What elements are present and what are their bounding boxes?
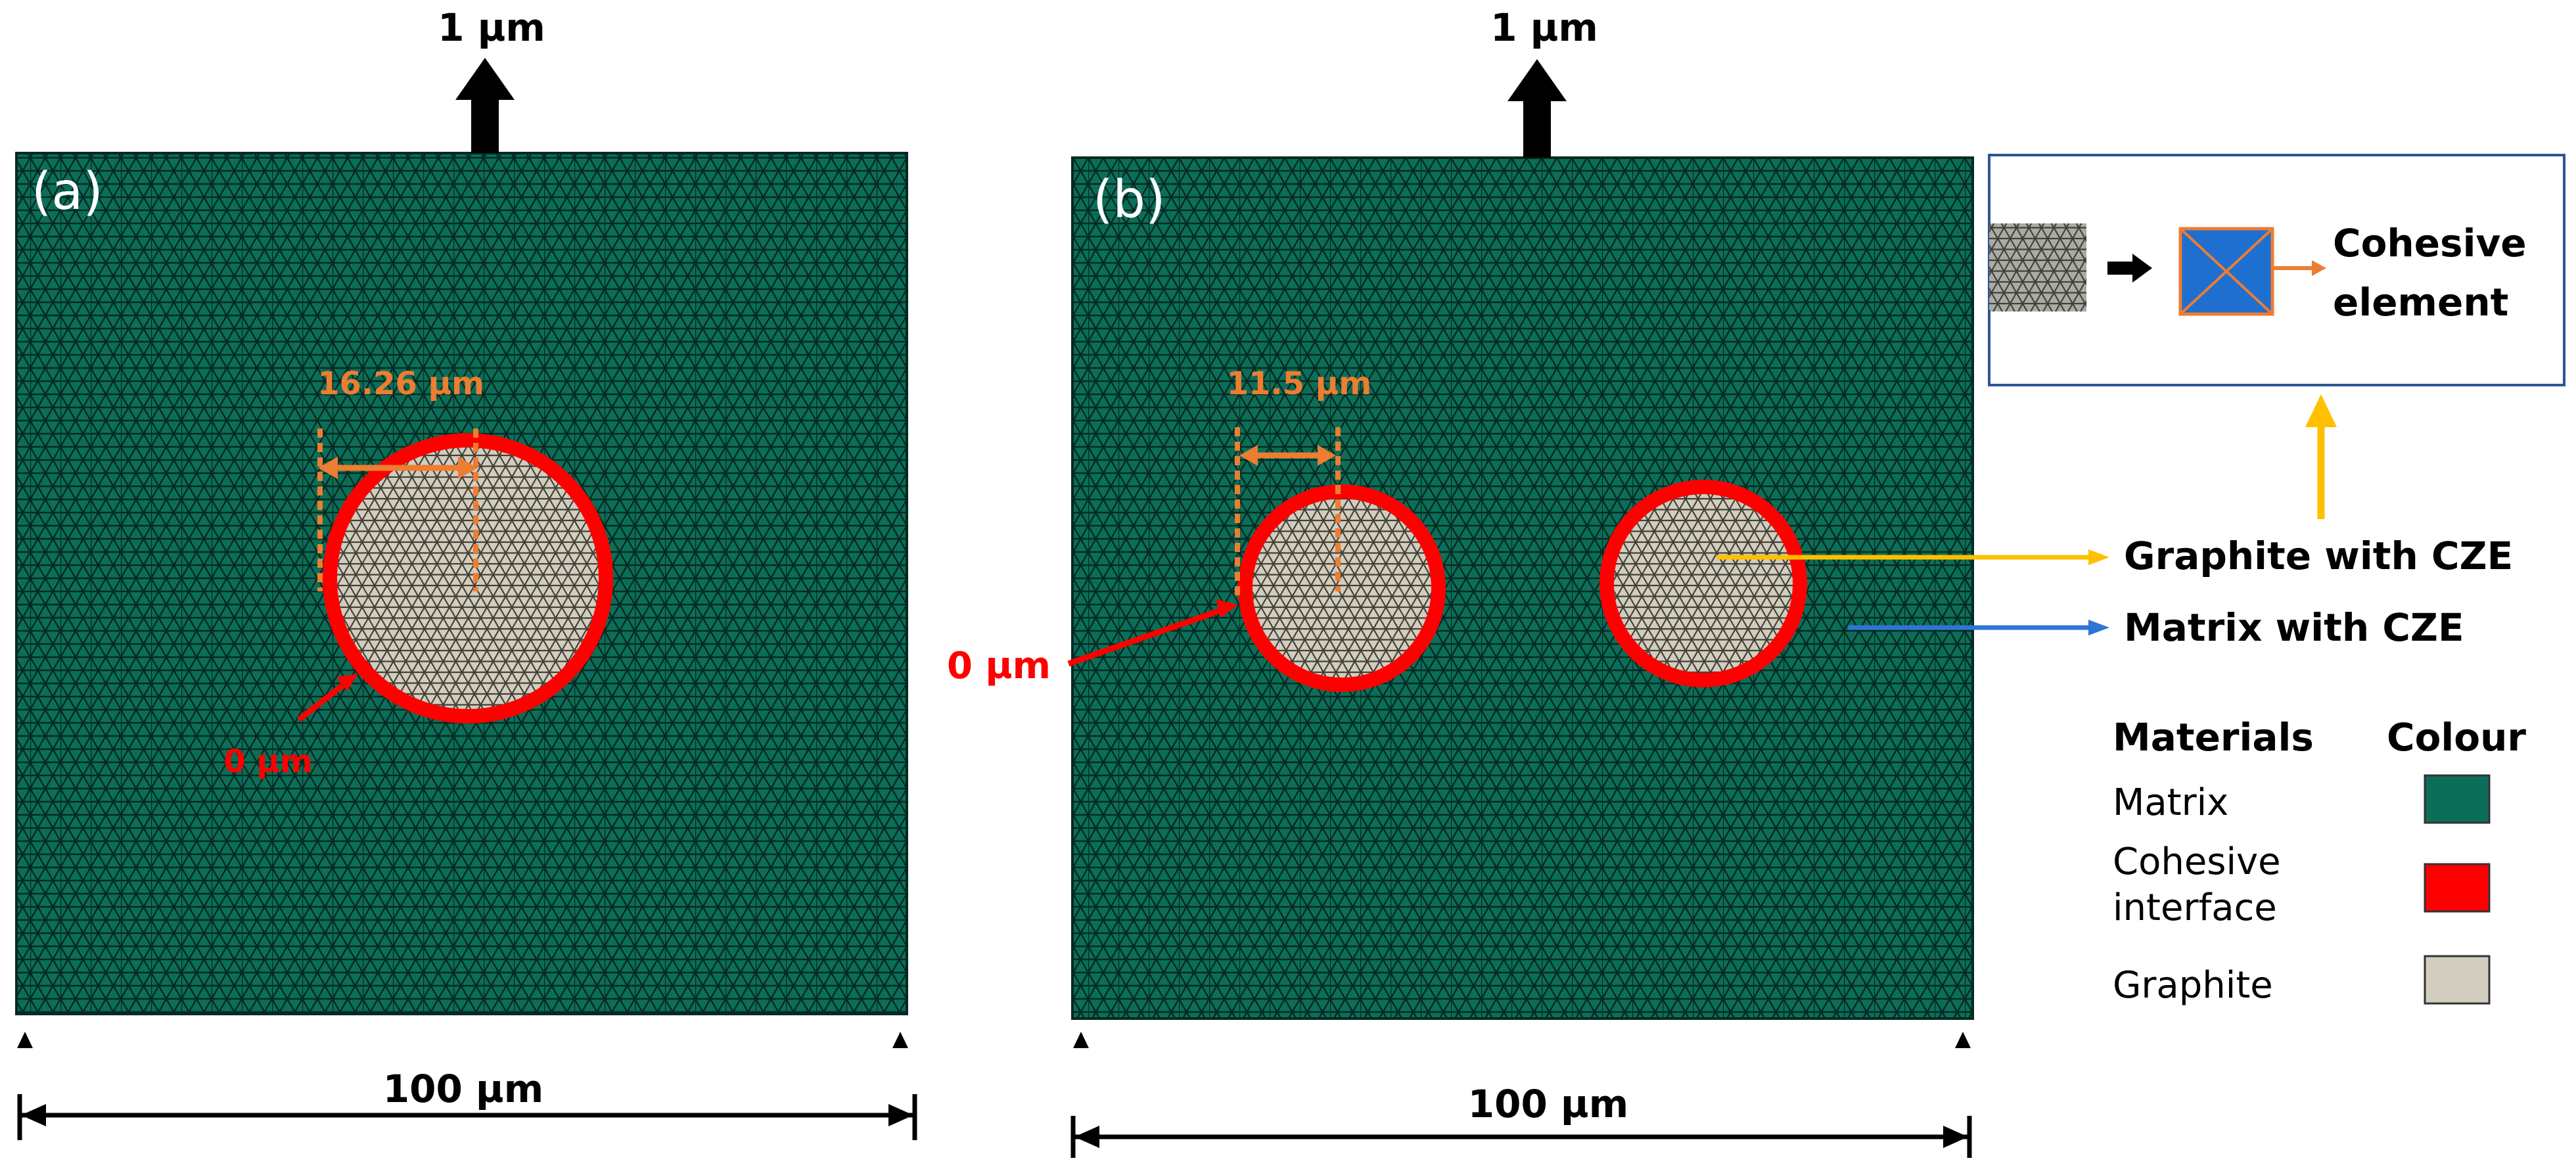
materials-legend: Materials Colour Matrix Cohesive interfa… xyxy=(2113,715,2526,1007)
panel-b-cohesive-interface-right xyxy=(1599,480,1807,687)
legend-row-matrix-label: Matrix xyxy=(2113,781,2228,824)
panel-b-origin-pointer xyxy=(1067,599,1238,667)
panel-b-load-label: 1 µm xyxy=(1490,5,1598,50)
graphite-cze-callout xyxy=(1716,549,2109,565)
panel-b: 11.5 µm 0 µm (b) 1 µm 100 µm xyxy=(947,5,1974,1158)
panel-b-label: (b) xyxy=(1093,170,1165,229)
panel-b-width-dimension xyxy=(1070,1116,1972,1158)
cohesive-element-box-icon xyxy=(2178,227,2274,316)
panel-a-gap-dimension xyxy=(317,428,478,591)
panel-a-graphite-particle xyxy=(330,440,606,716)
inset-pointer-arrow xyxy=(2305,394,2337,519)
panel-a: 16.26 µm 0 µm (a) 1 µm 100 µm xyxy=(15,5,917,1140)
panel-a-load-label: 1 µm xyxy=(438,5,545,50)
inset-label-line1: Cohesive xyxy=(2333,221,2527,265)
matrix-cze-callout xyxy=(1848,620,2109,635)
panel-a-label: (a) xyxy=(32,162,103,221)
legend-row-cohesive-label-line1: Cohesive xyxy=(2113,840,2281,883)
legend-header-materials: Materials xyxy=(2113,715,2314,760)
legend-swatch-graphite xyxy=(2424,955,2491,1005)
panel-b-matrix xyxy=(1071,156,1974,1020)
panel-b-width-label: 100 µm xyxy=(1468,1082,1628,1126)
panel-a-support-left-icon xyxy=(17,1032,33,1048)
graphite-cze-label: Graphite with CZE xyxy=(2124,534,2513,578)
mesh-sample-icon xyxy=(1989,223,2086,311)
legend-row-graphite-label: Graphite xyxy=(2113,964,2273,1007)
inset-orange-arrow-icon xyxy=(2274,260,2326,276)
panel-b-cohesive-interface-left xyxy=(1238,484,1446,692)
panel-b-support-right-icon xyxy=(1955,1032,1971,1048)
panel-a-width-label: 100 µm xyxy=(383,1067,543,1111)
panel-b-gap-label: 11.5 µm xyxy=(1227,365,1371,402)
legend-header-colour: Colour xyxy=(2387,715,2526,760)
legend-swatch-matrix xyxy=(2424,774,2491,824)
panel-b-gap-dimension xyxy=(1235,427,1341,599)
panel-b-load-arrow xyxy=(1507,59,1567,158)
panel-b-support-left-icon xyxy=(1073,1032,1089,1048)
legend-row-cohesive-label-line2: interface xyxy=(2113,886,2277,929)
panel-a-support-right-icon xyxy=(892,1032,908,1048)
panel-a-origin-pointer xyxy=(297,674,358,722)
panel-a-width-dimension xyxy=(17,1094,917,1140)
panel-a-cohesive-interface xyxy=(323,433,613,724)
legend-swatch-cohesive xyxy=(2424,863,2491,913)
conversion-arrow-icon xyxy=(2107,254,2152,283)
matrix-cze-label: Matrix with CZE xyxy=(2124,605,2464,650)
panel-b-origin-label: 0 µm xyxy=(947,645,1051,687)
panel-a-load-arrow xyxy=(455,58,515,153)
panel-a-origin-label: 0 µm xyxy=(223,743,312,780)
panel-a-gap-label: 16.26 µm xyxy=(317,365,484,402)
inset-label-line2: element xyxy=(2333,280,2508,325)
cohesive-element-inset: Cohesive element xyxy=(1988,154,2565,386)
